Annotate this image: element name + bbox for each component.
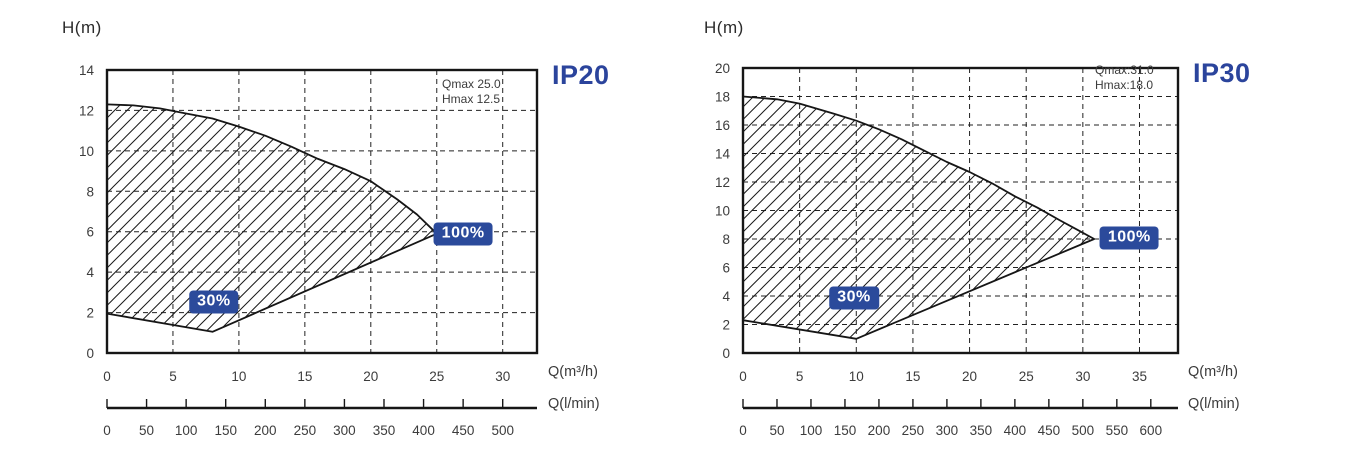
plot-frame [741,66,1180,355]
y-tick-label: 10 [715,204,730,219]
x-axis-primary-unit-ip20: Q(m³/h) [548,364,598,380]
lmin-tick-label: 450 [1038,423,1061,438]
lmin-tick-label: 300 [936,423,959,438]
efficiency-badge-100-ip30: 100% [1099,226,1159,250]
x-tick-label: 35 [1132,369,1147,384]
y-axis-title-ip30: H(m) [704,18,744,37]
lmin-tick-label: 150 [214,423,237,438]
hmax-value-ip30: Hmax:18.0 [1095,78,1154,92]
lmin-tick-label: 0 [739,423,747,438]
x-tick-label: 15 [297,369,312,384]
y-axis-title-ip20: H(m) [62,18,102,37]
lmin-tick-label: 500 [491,423,514,438]
x-tick-label: 25 [429,369,444,384]
efficiency-badge-30-ip30: 30% [829,286,879,310]
x-tick-label: 10 [849,369,864,384]
lmin-tick-label: 500 [1072,423,1095,438]
y-tick-label: 6 [722,261,730,276]
x-tick-label: 25 [1019,369,1034,384]
y-tick-label: 12 [715,175,730,190]
efficiency-badge-100-ip20: 100% [433,222,493,246]
operating-region [742,95,1096,340]
operating-region [106,103,438,333]
y-tick-label: 14 [715,147,731,162]
lmin-tick-label: 550 [1106,423,1129,438]
x-axis-primary-unit-ip30: Q(m³/h) [1188,364,1238,380]
x-axis-secondary-unit-ip30: Q(l/min) [1188,396,1240,412]
x-tick-label: 15 [905,369,920,384]
hmax-value-ip20: Hmax 12.5 [442,92,501,106]
x-tick-label: 5 [796,369,804,384]
lmin-tick-label: 600 [1140,423,1163,438]
lmin-tick-label: 350 [970,423,993,438]
y-tick-label: 8 [722,232,730,247]
y-tick-label: 16 [715,118,730,133]
x-tick-label: 20 [363,369,378,384]
efficiency-badge-30-ip20: 30% [189,290,239,314]
y-tick-label: 6 [86,225,94,240]
lmin-tick-label: 0 [103,423,111,438]
y-tick-label: 12 [79,103,94,118]
qmax-hmax-annotation-ip30: Qmax:31.0 Hmax:18.0 [1095,63,1154,93]
x-tick-label: 30 [495,369,510,384]
plot-frame [105,68,539,355]
y-tick-label: 20 [715,61,730,76]
lmin-tick-label: 350 [373,423,396,438]
y-tick-label: 0 [722,346,730,361]
chart-title-ip20: IP20 [552,60,610,90]
y-tick-label: 14 [79,63,95,78]
y-tick-label: 2 [722,318,730,333]
y-tick-label: 4 [86,265,94,280]
y-tick-label: 10 [79,144,94,159]
y-tick-label: 4 [722,289,730,304]
qmax-value-ip20: Qmax 25.0 [442,77,501,91]
y-tick-label: 2 [86,306,94,321]
qmax-value-ip30: Qmax:31.0 [1095,63,1154,77]
y-tick-label: 18 [715,90,730,105]
lmin-tick-label: 450 [452,423,475,438]
x-tick-label: 10 [231,369,246,384]
x-tick-label: 0 [739,369,747,384]
chart-title-ip30: IP30 [1193,58,1251,88]
lmin-tick-label: 100 [800,423,823,438]
lmin-tick-label: 50 [769,423,784,438]
lmin-tick-label: 400 [412,423,435,438]
qmax-hmax-annotation-ip20: Qmax 25.0 Hmax 12.5 [442,77,501,107]
lmin-tick-label: 200 [868,423,891,438]
lmin-tick-label: 300 [333,423,356,438]
y-tick-label: 8 [86,184,94,199]
x-tick-label: 20 [962,369,977,384]
lmin-tick-label: 400 [1004,423,1027,438]
lmin-tick-label: 250 [902,423,925,438]
x-tick-label: 30 [1075,369,1090,384]
lmin-tick-label: 150 [834,423,857,438]
lmin-tick-label: 200 [254,423,277,438]
lmin-tick-label: 100 [175,423,198,438]
lmin-tick-label: 50 [139,423,154,438]
x-axis-secondary-unit-ip20: Q(l/min) [548,396,600,412]
x-tick-label: 0 [103,369,111,384]
y-tick-label: 0 [86,346,94,361]
lmin-tick-label: 250 [294,423,317,438]
x-tick-label: 5 [169,369,177,384]
